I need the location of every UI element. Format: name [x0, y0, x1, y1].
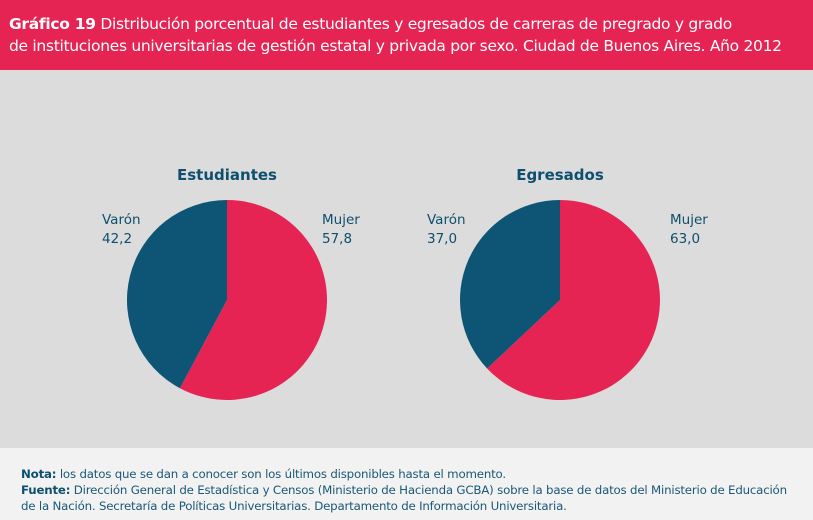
pie-slice-varon	[459, 200, 560, 369]
chart-number: Gráfico 19	[9, 15, 96, 33]
fuente-label: Fuente:	[21, 483, 71, 497]
pie-slice-varon	[126, 200, 227, 389]
pie-title: Egresados	[516, 166, 604, 184]
slice-label: Mujer	[670, 212, 708, 228]
slice-label: Mujer	[322, 212, 360, 228]
slice-label: Varón	[427, 212, 466, 228]
nota-label: Nota:	[21, 467, 57, 481]
footer-notes: Nota: los datos que se dan a conocer son…	[21, 466, 813, 514]
slice-value: 42,2	[102, 231, 132, 247]
fuente-text-2: de la Nación. Secretaría de Políticas Un…	[21, 499, 567, 513]
slice-value: 63,0	[670, 231, 700, 247]
nota-text: los datos que se dan a conocer son los ú…	[59, 467, 506, 481]
plot-area	[0, 70, 813, 448]
title-line-2: de instituciones universitarias de gesti…	[9, 37, 782, 55]
slice-label: Varón	[102, 212, 141, 228]
slice-value: 57,8	[322, 231, 352, 247]
title-line-1: Distribución porcentual de estudiantes y…	[100, 15, 732, 33]
fuente-text-1: Dirección General de Estadística y Censo…	[73, 483, 787, 497]
slice-value: 37,0	[427, 231, 457, 247]
pie-slice-mujer	[487, 200, 661, 400]
pie-slice-mujer	[179, 200, 327, 400]
pie-title: Estudiantes	[177, 166, 277, 184]
chart-header: Gráfico 19 Distribución porcentual de es…	[0, 0, 813, 70]
